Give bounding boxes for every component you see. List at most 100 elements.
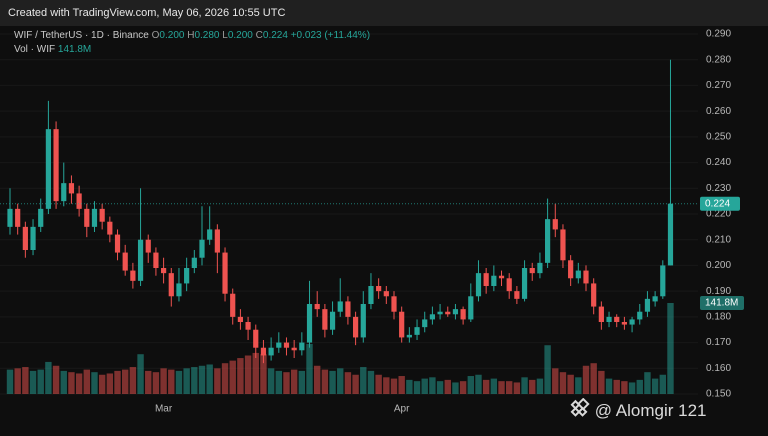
volume-bar [475, 374, 482, 394]
candle-body [429, 314, 435, 320]
volume-bar [137, 354, 144, 394]
candle-body [545, 219, 551, 263]
candle-body [176, 283, 182, 297]
volume-bar [590, 363, 597, 394]
candle-body [475, 273, 482, 297]
volume-bar [367, 370, 375, 394]
y-tick-label: 0.180 [706, 311, 731, 322]
y-tick-label: 0.210 [706, 234, 731, 245]
volume-bar [252, 352, 259, 394]
volume-bar [122, 369, 129, 394]
volume-bar [75, 373, 83, 394]
volume-bar [244, 355, 252, 394]
candle-body [399, 311, 405, 338]
volume-bar [536, 378, 544, 394]
symbol: WIF / TetherUS · 1D · Binance [14, 30, 149, 41]
volume-bar [106, 373, 114, 394]
candle-body [53, 129, 59, 202]
candle-body [437, 311, 443, 315]
volume-bar [390, 378, 398, 394]
y-tick-label: 0.250 [706, 131, 731, 142]
candle-body [521, 268, 528, 299]
last-price-tag [700, 196, 740, 211]
candle-body [414, 327, 420, 335]
plot-bg [0, 26, 768, 436]
volume-bar [575, 377, 582, 394]
volume-bar [383, 377, 390, 394]
volume-bar [160, 368, 167, 394]
volume-bar [337, 368, 344, 394]
candle-body [422, 319, 428, 328]
candle-body [376, 286, 382, 292]
volume-bar [191, 367, 198, 394]
volume-bar [267, 368, 275, 394]
candle-body [191, 257, 197, 268]
volume-bar [29, 370, 37, 394]
candle-body [667, 203, 674, 266]
volume-bar [321, 369, 329, 394]
y-tick-label: 0.270 [706, 80, 731, 91]
y-tick-label: 0.290 [706, 29, 731, 40]
candle-body [22, 226, 28, 250]
volume-bar [459, 381, 467, 394]
o-label: O [151, 30, 160, 41]
candle-body [452, 309, 459, 315]
volume-bar [651, 378, 659, 394]
volume-bar [298, 370, 306, 394]
y-tick-label: 0.190 [706, 286, 731, 297]
x-tick-label: Apr [394, 404, 410, 415]
candle-body [199, 239, 205, 258]
candle-body [644, 298, 651, 312]
y-tick-label: 0.150 [706, 389, 731, 400]
volume-bar [129, 367, 137, 394]
candle-body [391, 296, 397, 312]
volume-bar [114, 370, 121, 394]
watermark: @ Alomgir 121 [568, 397, 707, 421]
candle-body [445, 311, 451, 315]
volume-bar [444, 379, 451, 394]
candle-body [598, 306, 604, 322]
candle-body [629, 319, 635, 325]
candle-body [552, 219, 558, 230]
candle-body [153, 252, 159, 268]
volume-bar [314, 365, 321, 394]
volume-bar [605, 378, 613, 394]
l-label: L [222, 30, 228, 41]
candle-body [360, 304, 366, 338]
candle-body [45, 129, 51, 209]
volume-bar [613, 379, 620, 394]
volume-bar [552, 368, 559, 394]
candle-body [660, 265, 666, 297]
candle-body [15, 208, 21, 227]
candle-body [114, 234, 121, 253]
candle-body [329, 311, 336, 330]
candle-body [30, 226, 36, 250]
volume-bar [482, 379, 490, 394]
watermark-text: @ Alomgir 121 [594, 401, 707, 420]
volume-bar [582, 365, 590, 394]
candle-body [145, 239, 151, 253]
y-tick-label: 0.200 [706, 260, 731, 271]
volume-bar [544, 345, 551, 394]
volume-bar [659, 374, 666, 394]
volume-bar [6, 369, 14, 394]
volume-bar [275, 370, 282, 394]
candle-body [621, 322, 627, 325]
candle-body [276, 342, 282, 348]
candle-body [652, 296, 658, 302]
candle-body [268, 347, 274, 356]
candle-body [237, 316, 243, 322]
volume-bar [68, 372, 75, 394]
candle-body [606, 316, 612, 322]
candle-body [314, 304, 320, 310]
c-value: 0.224 [262, 30, 288, 41]
volume-bar [413, 381, 421, 394]
candle-body [184, 268, 190, 284]
candle-body [591, 283, 597, 307]
candle-body [568, 260, 574, 279]
candle-body [299, 342, 305, 351]
volume-bar [306, 343, 313, 394]
volume-bar [667, 303, 674, 394]
candle-body [122, 252, 128, 271]
